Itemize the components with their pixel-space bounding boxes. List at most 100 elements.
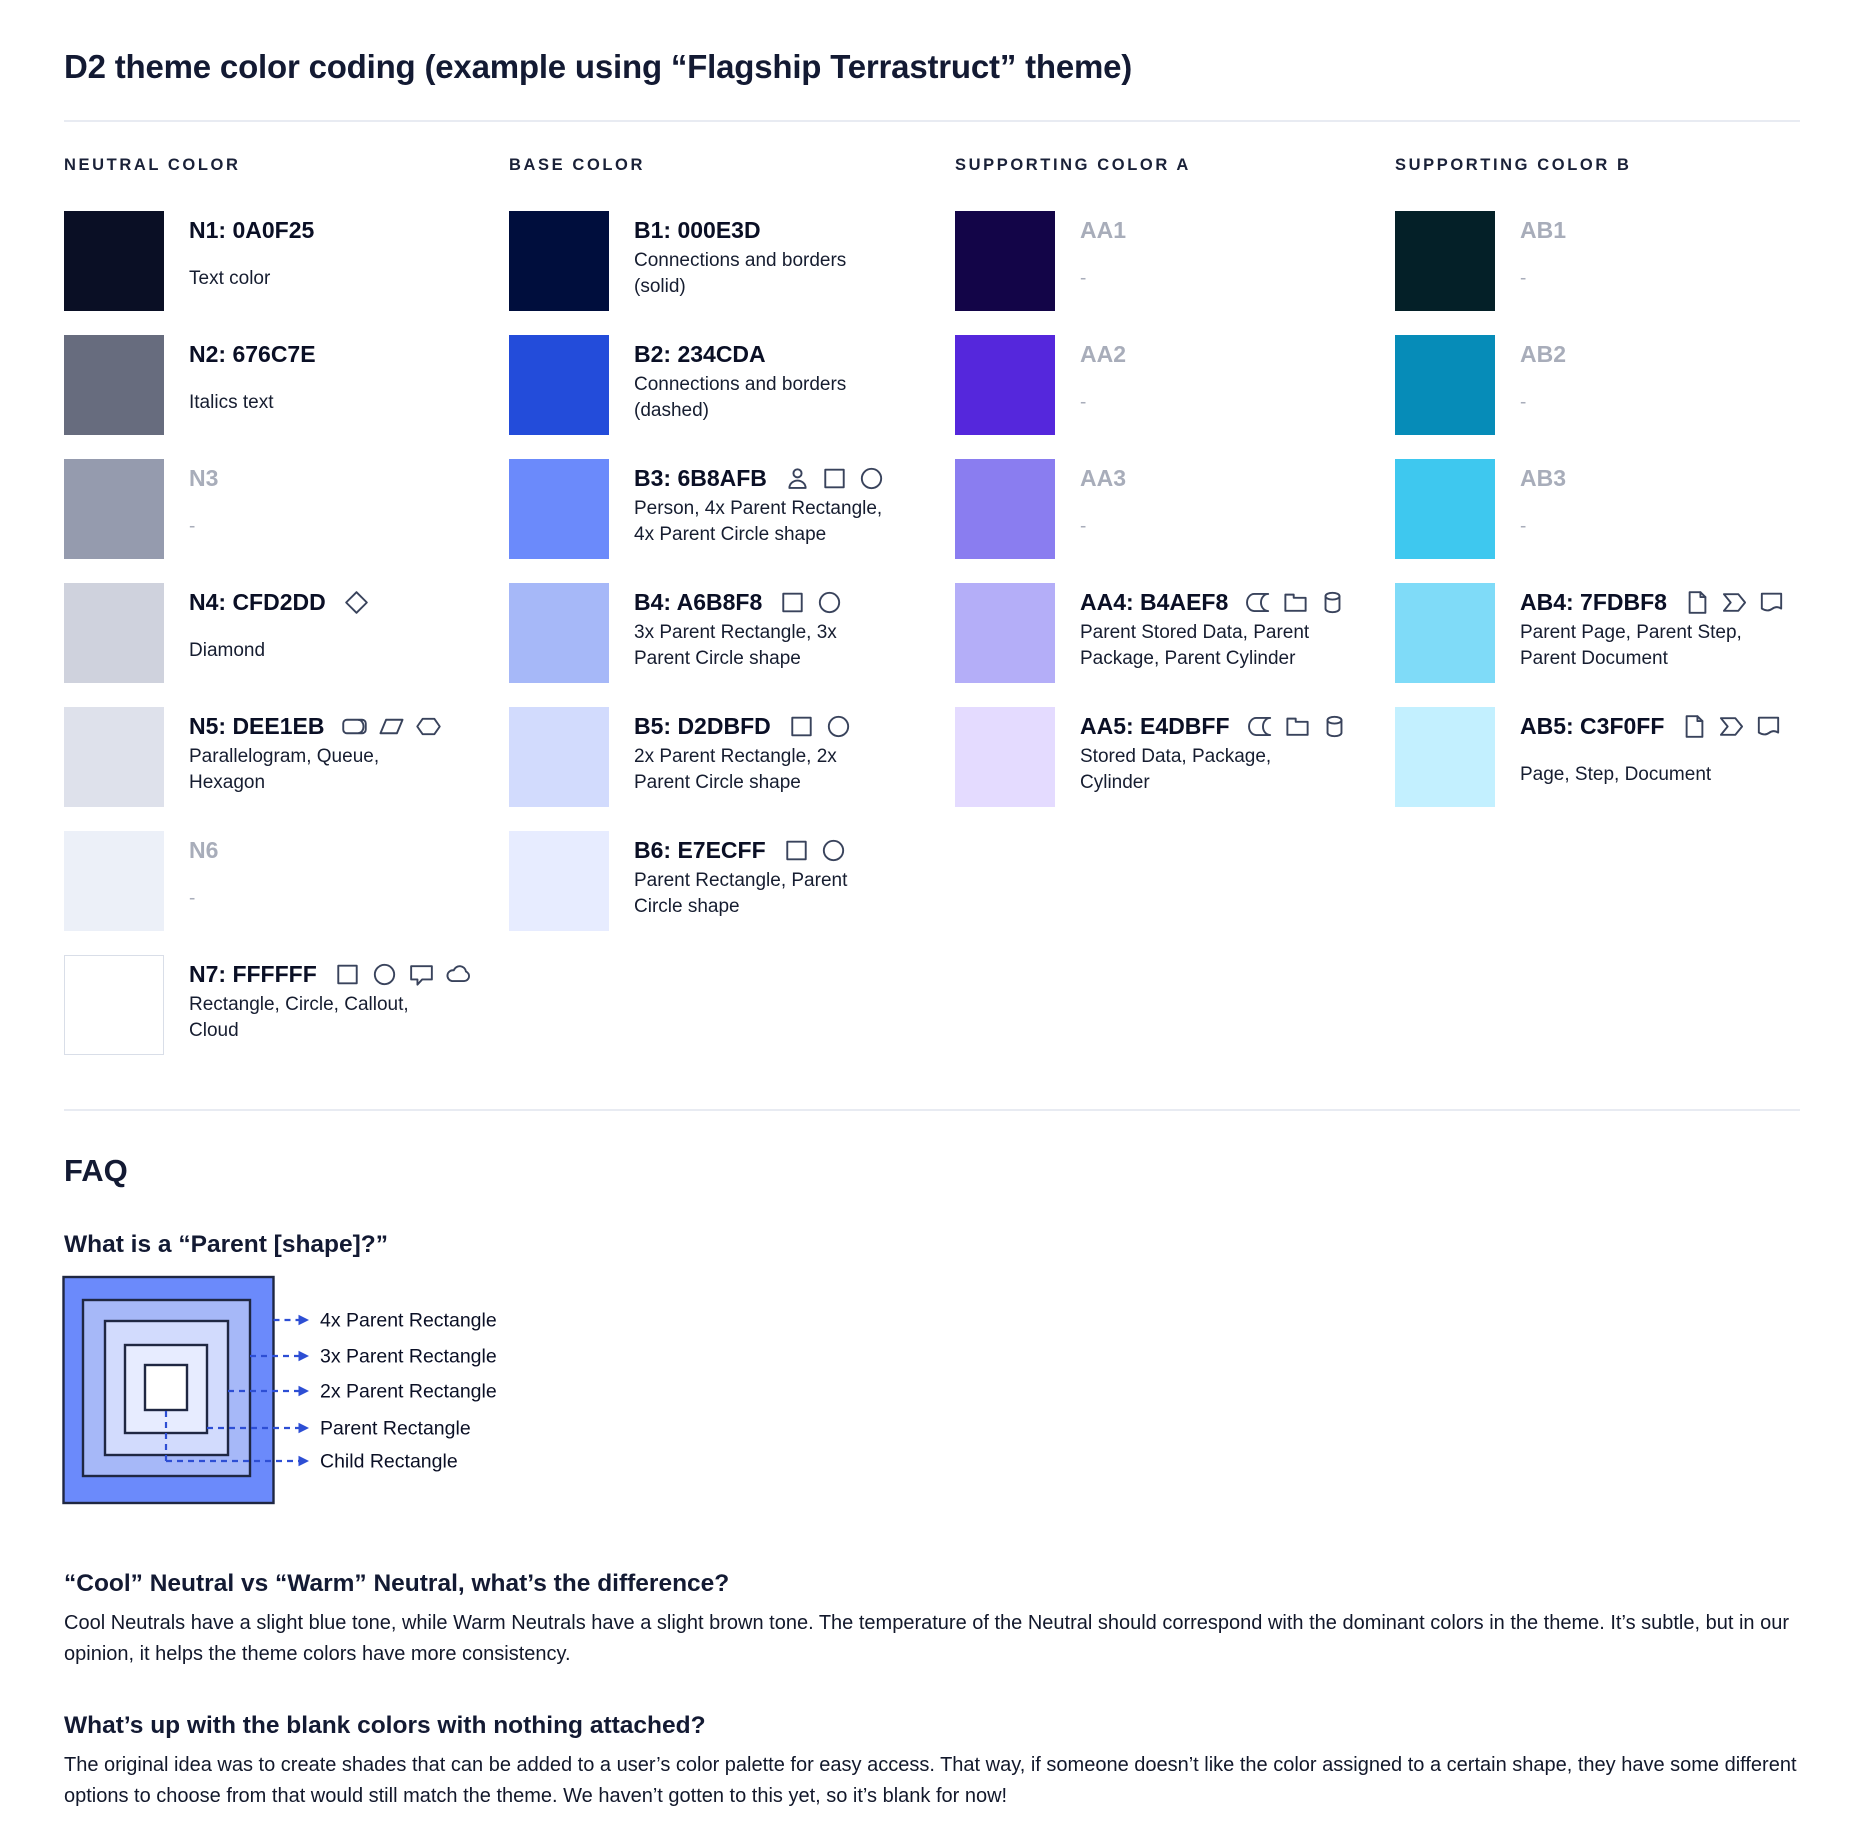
swatch-label: AB4: 7FDBF8 [1520, 588, 1667, 615]
swatch-label-line: AB5: C3F0FF [1520, 712, 1782, 740]
swatch-row: B6: E7ECFF Parent Rectangle, Parent Circl… [509, 831, 955, 931]
swatch-row: AB1 - [1395, 211, 1800, 311]
shape-icon-strip [783, 837, 847, 864]
faq-q3-answer: The original idea was to create shades t… [64, 1754, 1797, 1807]
shape-icon-strip [1684, 589, 1785, 616]
nested-rectangles-figure: 4x Parent Rectangle 3x Parent Rectangle … [62, 1275, 497, 1505]
swatch-description: Person, 4x Parent Rectangle, 4x Parent C… [634, 498, 883, 545]
diagram-arrow [298, 1455, 309, 1467]
diagram-arrow [298, 1350, 309, 1362]
swatch-label-line: N2: 676C7E [189, 340, 316, 368]
swatch-row: N1: 0A0F25 Text color [64, 211, 509, 311]
swatch-row: B3: 6B8AFB Person, 4x Parent Rectangle, 4… [509, 459, 955, 559]
color-swatch [1395, 211, 1495, 311]
swatch-label: AA5: E4DBFF [1080, 712, 1230, 739]
color-swatch [509, 459, 609, 559]
color-swatch [509, 583, 609, 683]
swatch-label: N6 [189, 836, 219, 863]
swatch-row: B1: 000E3D Connections and borders (solid… [509, 211, 955, 311]
shape-icon-strip [334, 961, 472, 988]
diagram-label-2x: 2x Parent Rectangle [320, 1381, 497, 1403]
column-header: SUPPORTING COLOR A [955, 156, 1191, 174]
swatch-description: - [1520, 516, 1527, 537]
swatch-description: - [1080, 392, 1087, 413]
swatch-text-block: B4: A6B8F8 3x Parent Rectangle, 3x Parent… [634, 583, 886, 672]
color-column-supporting-color-b: SUPPORTING COLOR B AB1 - AB2 - AB3 - AB4: 7FDBF… [1395, 156, 1800, 1079]
hexagon-icon [416, 717, 442, 735]
faq-q3-question: What’s up with the blank colors with not… [64, 1712, 706, 1739]
title-divider [64, 120, 1800, 122]
diagram-rect-child [143, 1363, 189, 1412]
swatch-label-line: N5: DEE1EB [189, 712, 442, 740]
swatch-row: N6 - [64, 831, 509, 931]
swatch-text-block: N3 - [189, 459, 218, 540]
swatch-text-block: B3: 6B8AFB Person, 4x Parent Rectangle, 4… [634, 459, 886, 548]
swatch-description: Parallelogram, Queue, Hexagon [189, 746, 380, 793]
color-swatch [509, 707, 609, 807]
package-icon [1284, 593, 1307, 612]
color-column-base-color: BASE COLOR B1: 000E3D Connections and bord… [509, 156, 955, 1079]
circle-icon [860, 467, 883, 489]
color-swatch [64, 707, 164, 807]
swatch-label-line: B6: E7ECFF [634, 836, 886, 864]
circle-icon [822, 839, 844, 861]
step-icon [1722, 592, 1746, 612]
swatch-label: AA1 [1080, 216, 1127, 243]
swatch-label: B2: 234CDA [634, 340, 766, 367]
rectangle-icon [337, 964, 358, 984]
color-swatch [509, 831, 609, 931]
shape-icon-strip [1681, 713, 1782, 740]
swatch-label: N1: 0A0F25 [189, 216, 315, 243]
swatch-label-line: B4: A6B8F8 [634, 588, 886, 616]
swatch-description: Connections and borders (dashed) [634, 374, 847, 421]
swatch-label: AB5: C3F0FF [1520, 712, 1665, 739]
swatch-label-line: N3 [189, 464, 218, 492]
swatch-description: Stored Data, Package, Cylinder [1080, 746, 1272, 793]
stored-data-icon [1247, 716, 1271, 736]
swatch-text-block: AB1 - [1520, 211, 1566, 292]
color-swatch [1395, 335, 1495, 435]
circle-icon [819, 591, 841, 613]
diagram-arrow [298, 1422, 309, 1434]
shape-icon-strip [1247, 713, 1348, 740]
swatch-row: N7: FFFFFF Rectangle, Circle, Callout, Cl… [64, 955, 509, 1055]
swatch-row: N5: DEE1EB Parallelogram, Queue, Hexagon [64, 707, 509, 807]
shape-icon-strip [341, 713, 442, 740]
swatch-label: AA2 [1080, 340, 1127, 367]
swatch-row: N4: CFD2DD Diamond [64, 583, 509, 683]
color-swatch [955, 583, 1055, 683]
swatch-row: AA4: B4AEF8 Parent Stored Data, Parent Pa… [955, 583, 1395, 683]
faq-q1-question: What is a “Parent [shape]?” [64, 1231, 389, 1258]
swatch-row: AA3 - [955, 459, 1395, 559]
diagram-label-child: Child Rectangle [320, 1451, 458, 1473]
faq-q2-answer: Cool Neutrals have a slight blue tone, w… [64, 1612, 1789, 1665]
rectangle-icon [824, 468, 845, 488]
swatch-text-block: N4: CFD2DD Diamond [189, 583, 370, 664]
queue-icon [342, 718, 368, 734]
swatch-row: N2: 676C7E Italics text [64, 335, 509, 435]
diagram-arrow [298, 1385, 309, 1397]
swatch-label: B3: 6B8AFB [634, 464, 767, 491]
step-icon [1720, 716, 1744, 736]
swatch-label-line: N4: CFD2DD [189, 588, 370, 616]
swatch-row: AB4: 7FDBF8 Parent Page, Parent Step, Par… [1395, 583, 1800, 683]
faq-q2-question: “Cool” Neutral vs “Warm” Neutral, what’s… [64, 1570, 730, 1597]
parent-shape-diagram: 4x Parent Rectangle 3x Parent Rectangle … [62, 1275, 1800, 1528]
shape-icon-strip [788, 713, 852, 740]
swatch-text-block: AA1 - [1080, 211, 1126, 292]
color-column-neutral-color: NEUTRAL COLOR N1: 0A0F25 Text color N2: 676… [64, 156, 509, 1079]
swatch-label-line: AA3 [1080, 464, 1126, 492]
swatch-label: AA4: B4AEF8 [1080, 588, 1229, 615]
color-swatch [64, 831, 164, 931]
swatch-description: Parent Page, Parent Step, Parent Documen… [1520, 622, 1742, 669]
swatch-text-block: AB4: 7FDBF8 Parent Page, Parent Step, Par… [1520, 583, 1785, 672]
parallelogram-icon [380, 718, 404, 734]
swatch-description: 3x Parent Rectangle, 3x Parent Circle sh… [634, 622, 837, 669]
swatch-label: AB1 [1520, 216, 1567, 243]
page-title: D2 theme color coding (example using “Fl… [64, 48, 1133, 85]
page-icon [1686, 714, 1704, 738]
section-divider [64, 1109, 1800, 1111]
swatch-label: B6: E7ECFF [634, 836, 766, 863]
column-header: NEUTRAL COLOR [64, 156, 241, 174]
column-header: SUPPORTING COLOR B [1395, 156, 1632, 174]
